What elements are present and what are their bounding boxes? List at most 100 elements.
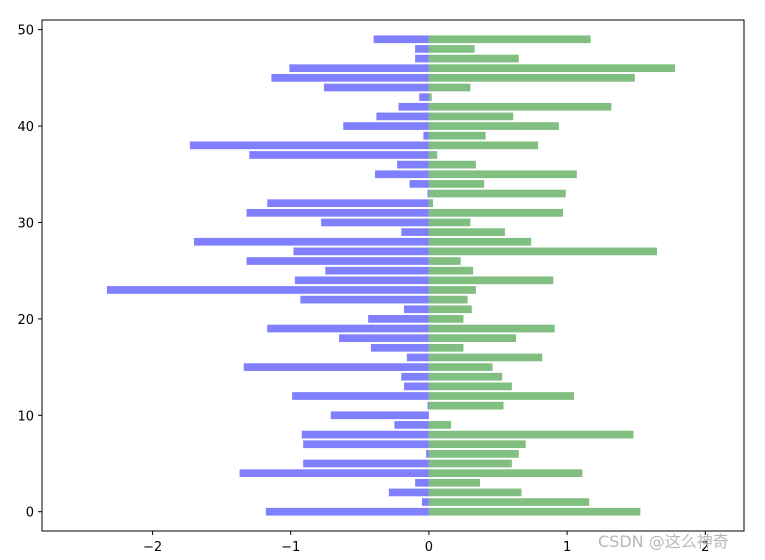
bar-negative-11 (427, 401, 429, 410)
y-tick-label: 40 (17, 120, 34, 135)
bar-positive-9 (428, 421, 452, 429)
bar-positive-47 (428, 54, 519, 63)
bar-negative-29 (401, 228, 429, 236)
bar-negative-28 (194, 237, 429, 246)
y-tick-label: 10 (17, 409, 34, 424)
negative-series-bars (106, 35, 429, 516)
bar-positive-39 (428, 131, 486, 140)
bar-negative-23 (106, 286, 429, 294)
bar-negative-9 (394, 421, 429, 429)
bar-positive-4 (428, 469, 583, 478)
bar-negative-8 (301, 430, 429, 439)
bar-positive-28 (428, 237, 532, 246)
bar-positive-22 (428, 295, 468, 304)
y-axis: 0 10 20 30 40 50 (17, 24, 42, 521)
bar-positive-12 (428, 392, 575, 400)
bar-positive-23 (428, 286, 476, 294)
bar-negative-10 (330, 411, 429, 420)
bar-positive-33 (428, 189, 566, 198)
bar-positive-0 (428, 507, 641, 516)
bar-negative-31 (246, 208, 429, 217)
bar-negative-3 (415, 478, 429, 487)
x-tick-label: −2 (143, 540, 162, 555)
bar-positive-20 (428, 315, 464, 323)
bar-negative-14 (401, 372, 429, 381)
bar-positive-44 (428, 83, 471, 92)
bar-positive-42 (428, 102, 612, 111)
bar-positive-31 (428, 208, 563, 217)
bar-positive-41 (428, 112, 514, 121)
bar-negative-20 (368, 315, 429, 323)
bar-negative-19 (267, 324, 429, 333)
bar-positive-30 (428, 218, 471, 227)
bar-positive-2 (428, 488, 522, 497)
bar-positive-48 (428, 45, 475, 53)
bar-positive-29 (428, 228, 505, 236)
bar-negative-42 (398, 102, 429, 111)
bar-positive-38 (428, 141, 539, 150)
bar-negative-48 (415, 45, 429, 53)
bar-positive-35 (428, 170, 577, 179)
bar-positive-17 (428, 343, 464, 352)
bar-negative-4 (239, 469, 429, 478)
bar-negative-25 (325, 266, 429, 275)
bar-negative-46 (289, 64, 429, 73)
bar-negative-0 (265, 507, 429, 516)
bar-negative-22 (300, 295, 429, 304)
bar-positive-8 (428, 430, 634, 439)
bar-negative-35 (375, 170, 429, 179)
y-tick-label: 0 (26, 506, 34, 521)
bar-negative-34 (409, 180, 429, 188)
bar-positive-19 (428, 324, 555, 333)
x-tick-label: 2 (701, 540, 709, 555)
bar-positive-27 (428, 247, 657, 256)
x-axis: −2 −1 0 1 2 (143, 531, 709, 555)
bar-negative-7 (303, 440, 429, 449)
bar-negative-33 (427, 189, 429, 198)
bar-positive-13 (428, 382, 512, 391)
bar-negative-26 (246, 257, 429, 265)
bar-positive-15 (428, 363, 493, 371)
bar-positive-25 (428, 266, 474, 275)
bar-negative-43 (419, 93, 429, 101)
bar-positive-49 (428, 35, 591, 44)
bar-positive-21 (428, 305, 472, 314)
positive-series-bars (428, 35, 675, 516)
bar-positive-34 (428, 180, 485, 188)
bar-positive-16 (428, 353, 543, 362)
bar-negative-12 (292, 392, 429, 400)
bar-positive-18 (428, 334, 516, 343)
bar-negative-40 (343, 122, 429, 130)
bar-negative-24 (294, 276, 429, 285)
bar-positive-14 (428, 372, 503, 381)
bar-negative-21 (404, 305, 429, 314)
x-tick-label: −1 (281, 540, 300, 555)
bar-negative-37 (249, 151, 429, 159)
bar-positive-43 (428, 93, 432, 101)
bar-negative-6 (426, 450, 429, 458)
plot-frame (41, 19, 745, 532)
bar-negative-39 (423, 131, 429, 140)
bar-negative-13 (404, 382, 429, 391)
bar-positive-24 (428, 276, 554, 285)
bar-negative-45 (271, 73, 429, 82)
y-tick-label: 30 (17, 216, 34, 231)
bar-negative-18 (339, 334, 429, 343)
x-tick-label: 0 (425, 540, 433, 555)
bar-negative-2 (388, 488, 429, 497)
bar-negative-15 (243, 363, 429, 371)
bar-positive-26 (428, 257, 461, 265)
bar-positive-5 (428, 459, 512, 468)
bar-positive-40 (428, 122, 559, 130)
bar-positive-6 (428, 450, 519, 458)
x-tick-label: 1 (563, 540, 571, 555)
bar-positive-46 (428, 64, 675, 73)
bar-negative-30 (321, 218, 429, 227)
bar-negative-5 (303, 459, 429, 468)
bar-negative-27 (293, 247, 429, 256)
bar-positive-1 (428, 498, 590, 506)
bar-negative-44 (323, 83, 429, 92)
bar-negative-41 (376, 112, 429, 121)
bar-negative-1 (422, 498, 429, 506)
